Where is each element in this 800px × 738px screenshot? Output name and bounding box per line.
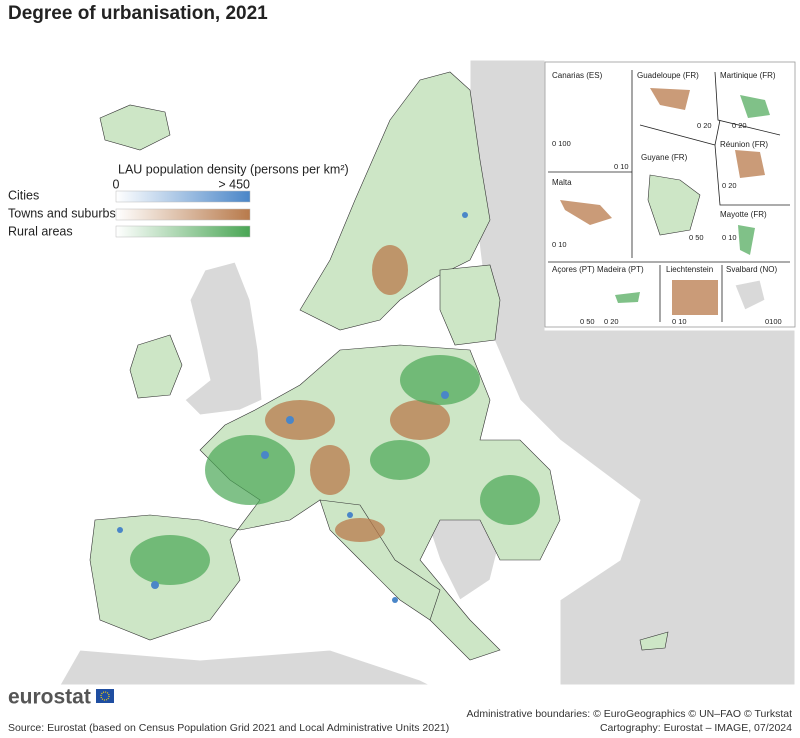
inset-label: Canarias (ES)	[552, 71, 603, 80]
inset-divider	[639, 71, 790, 206]
inset-scale: 0100	[765, 317, 782, 326]
inset-scale: 0 50	[689, 233, 704, 242]
inset-label: Guyane (FR)	[641, 153, 688, 162]
legend-class: Rural areas	[8, 224, 73, 238]
legend-title: LAU population density (persons per km²)	[118, 162, 349, 176]
source: Source: Eurostat (based on Census Popula…	[8, 722, 449, 734]
north-africa	[59, 649, 431, 686]
legend-scale-max: > 450	[218, 177, 250, 191]
inset-shape	[734, 279, 766, 311]
title: Degree of urbanisation, 2021	[8, 3, 268, 24]
legend-scale-min: 0	[113, 177, 120, 191]
ireland	[129, 334, 183, 399]
inset-label: Açores (PT)	[552, 265, 595, 274]
inset-scale: 0 20	[732, 121, 747, 130]
inset-label: Liechtenstein	[666, 265, 713, 274]
inset-label: Svalbard (NO)	[726, 265, 777, 274]
inset-label: Madeira (PT)	[597, 265, 644, 274]
legend: LAU population density (persons per km²)…	[8, 162, 349, 238]
inset-shape	[735, 150, 765, 178]
inset-scale: 0 20	[604, 317, 619, 326]
insets: Canarias (ES) 0 100 0 10 Guadeloupe (FR)…	[544, 61, 796, 328]
scandinavia	[299, 71, 491, 331]
eu-flag	[96, 689, 114, 703]
inset-shape	[647, 174, 701, 236]
inset-scale: 0 10	[722, 233, 737, 242]
inset-scale: 0 100	[552, 139, 571, 148]
inset-scale: 0 10	[552, 240, 567, 249]
legend-class: Cities	[8, 188, 39, 202]
inset-shape	[740, 95, 770, 118]
legend-class: Towns and suburbs	[8, 206, 116, 220]
inset-shape	[650, 88, 690, 110]
baltics	[439, 264, 501, 346]
legend-swatch-towns	[115, 208, 251, 221]
inset-label: Mayotte (FR)	[720, 210, 767, 219]
inset-label: Réunion (FR)	[720, 140, 768, 149]
density-texture	[117, 212, 540, 603]
inset-shape	[615, 292, 640, 303]
inset-label: Martinique (FR)	[720, 71, 776, 80]
inset-scale: 0 20	[722, 181, 737, 190]
brand: eurostat	[8, 686, 91, 709]
map	[59, 59, 796, 686]
united-kingdom	[184, 261, 263, 416]
cartography: Cartography: Eurostat – IMAGE, 07/2024	[600, 722, 792, 734]
inset-scale: 0 20	[697, 121, 712, 130]
inset-scale: 0 10	[614, 162, 629, 171]
eu-flag-stars	[100, 691, 110, 701]
inset-label: Malta	[552, 178, 572, 187]
inset-shape	[672, 280, 718, 315]
inset-shape	[738, 225, 755, 255]
boundaries: Administrative boundaries: © EuroGeograp…	[466, 708, 792, 720]
legend-swatch-rural	[115, 225, 251, 238]
cyprus	[639, 631, 669, 651]
inset-scale: 0 10	[672, 317, 687, 326]
inset-label: Guadeloupe (FR)	[637, 71, 699, 80]
iceland	[99, 104, 171, 151]
legend-swatch-cities	[115, 190, 251, 203]
inset-shape	[560, 200, 612, 225]
inset-scale: 0 50	[580, 317, 595, 326]
